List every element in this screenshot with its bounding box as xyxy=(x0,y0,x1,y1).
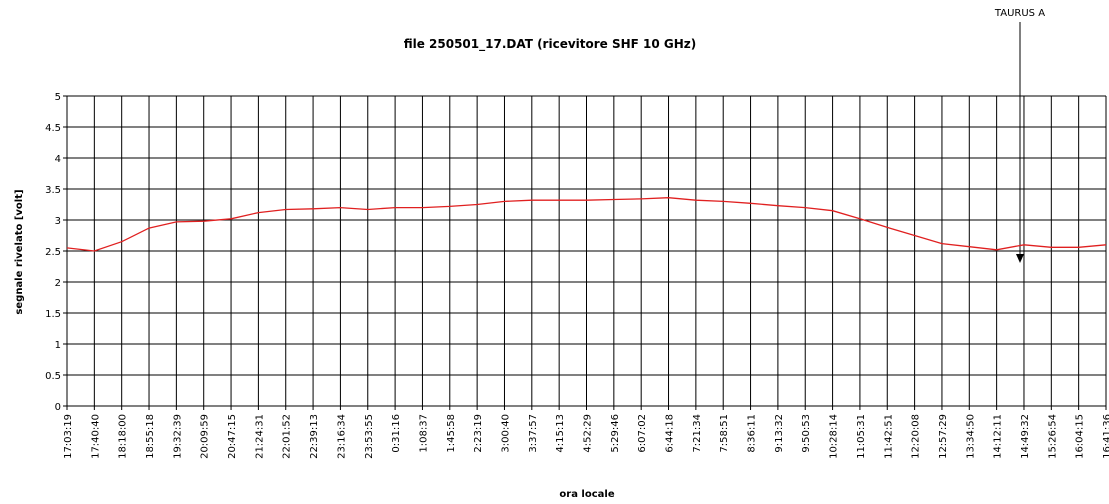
x-tick-label: 20:09:59 xyxy=(200,414,211,459)
y-tick-label: 4 xyxy=(55,154,61,165)
x-tick-label: 11:42:51 xyxy=(883,414,894,459)
x-tick-label: 12:57:29 xyxy=(938,414,949,459)
y-tick-label: 2.5 xyxy=(45,247,61,258)
x-tick-label: 14:12:11 xyxy=(993,414,1004,459)
x-tick-label: 9:50:53 xyxy=(801,414,812,453)
x-tick-label: 15:26:54 xyxy=(1047,414,1058,459)
x-tick-label: 11:05:31 xyxy=(856,414,867,459)
y-axis-title: segnale rivelato [volt] xyxy=(14,189,25,314)
x-tick-label: 22:39:13 xyxy=(309,414,320,459)
y-tick-label: 2 xyxy=(55,278,61,289)
x-tick-label: 19:32:39 xyxy=(172,414,183,459)
x-tick-label: 22:01:52 xyxy=(282,414,293,459)
x-tick-label: 16:04:15 xyxy=(1075,414,1086,459)
y-tick-label: 1 xyxy=(55,340,61,351)
chart-title: file 250501_17.DAT (ricevitore SHF 10 GH… xyxy=(404,37,697,52)
x-tick-label: 4:15:13 xyxy=(555,414,566,453)
x-tick-label: 6:07:02 xyxy=(637,414,648,453)
y-tick-label: 5 xyxy=(55,92,61,103)
x-tick-label: 23:53:55 xyxy=(364,414,375,459)
x-tick-label: 4:52:29 xyxy=(583,414,594,453)
x-tick-label: 18:18:00 xyxy=(118,414,129,459)
x-tick-label: 14:49:32 xyxy=(1020,414,1031,459)
x-tick-label: 1:08:37 xyxy=(418,414,429,453)
y-tick-label: 4.5 xyxy=(45,123,61,134)
x-tick-label: 12:20:08 xyxy=(911,414,922,459)
x-tick-label: 5:29:46 xyxy=(610,414,621,453)
x-tick-label: 13:34:50 xyxy=(965,414,976,459)
annotation-arrowhead xyxy=(1016,254,1024,263)
y-tick-label: 1.5 xyxy=(45,309,61,320)
x-tick-label: 3:37:57 xyxy=(528,414,539,453)
y-tick-label: 3.5 xyxy=(45,185,61,196)
x-tick-label: 7:21:34 xyxy=(692,414,703,453)
x-tick-label: 18:55:18 xyxy=(145,414,156,459)
x-tick-label: 16:41:36 xyxy=(1102,414,1109,459)
y-tick-label: 0.5 xyxy=(45,371,61,382)
x-tick-label: 20:47:15 xyxy=(227,414,238,459)
x-tick-label: 9:13:32 xyxy=(774,414,785,453)
data-line xyxy=(66,197,1107,252)
y-tick-label: 0 xyxy=(55,402,61,413)
x-tick-label: 3:00:40 xyxy=(500,414,511,453)
x-tick-label: 23:16:34 xyxy=(336,414,347,459)
x-tick-label: 1:45:58 xyxy=(446,414,457,453)
x-tick-label: 21:24:31 xyxy=(254,414,265,459)
x-tick-label: 17:03:19 xyxy=(63,414,74,459)
x-tick-label: 2:23:19 xyxy=(473,414,484,453)
y-tick-label: 3 xyxy=(55,216,61,227)
x-tick-label: 8:36:11 xyxy=(747,414,758,453)
x-tick-label: 6:44:18 xyxy=(665,414,676,453)
annotation: TAURUS A xyxy=(994,8,1045,19)
x-tick-label: 17:40:40 xyxy=(90,414,101,459)
x-tick-label: 7:58:51 xyxy=(719,414,730,453)
x-axis-title: ora locale xyxy=(559,489,614,500)
x-tick-label: 0:31:16 xyxy=(391,414,402,453)
x-tick-label: 10:28:14 xyxy=(829,414,840,459)
